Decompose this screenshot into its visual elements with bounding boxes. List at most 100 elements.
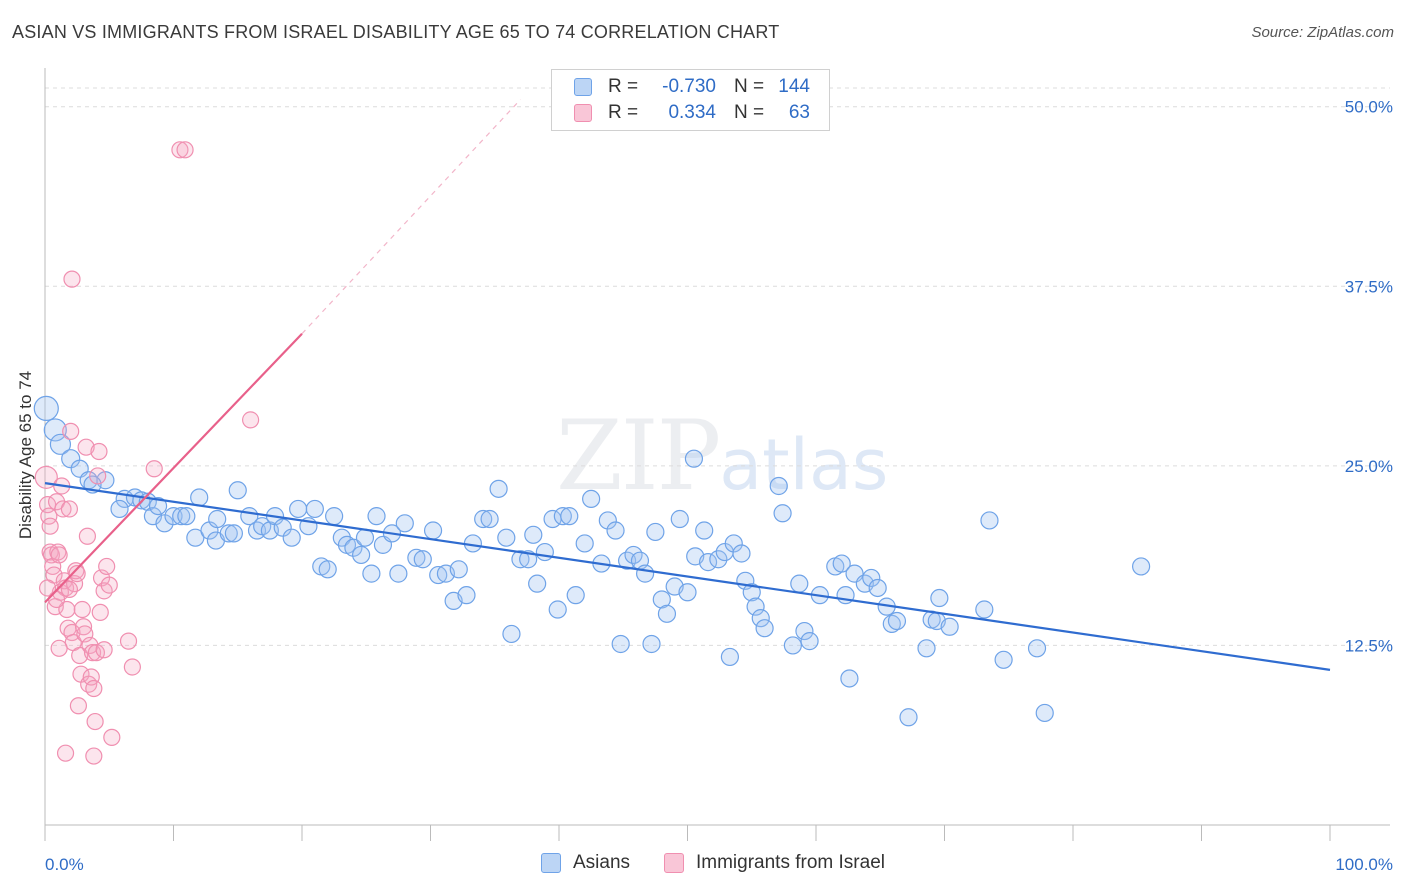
legend-item-israel[interactable]: Immigrants from Israel (664, 852, 885, 874)
israel-trend-extension (301, 99, 521, 335)
israel-point (85, 747, 103, 765)
asian-point (449, 560, 468, 579)
asian-point (678, 583, 697, 602)
asian-point (497, 528, 516, 547)
asian-point (940, 617, 959, 636)
israel-point (41, 517, 59, 535)
asian-point (325, 507, 344, 526)
asian-point (49, 433, 72, 455)
israel-point (95, 641, 113, 659)
watermark-zip: ZIP (556, 400, 721, 512)
asian-point (882, 614, 901, 633)
asian-point (423, 521, 443, 540)
israel-point (54, 500, 72, 518)
asian-point (1132, 557, 1151, 576)
asian-point (305, 499, 324, 519)
israel-point (56, 744, 75, 762)
y-axis-label: Disability Age 65 to 74 (16, 370, 35, 540)
israel-point (77, 438, 95, 456)
asian-point (709, 550, 728, 569)
asian-point (670, 509, 689, 529)
israel-point (71, 646, 89, 665)
r-label: R = (608, 76, 639, 97)
asian-point (318, 560, 337, 579)
israel-point (176, 141, 194, 159)
israel-point (49, 543, 67, 561)
asian-point (228, 481, 247, 500)
asian-point (994, 650, 1013, 669)
asian-point (407, 548, 426, 567)
asians-legend-icon (541, 853, 561, 873)
x-tick-label: 100.0% (1335, 855, 1393, 874)
israel-point (68, 565, 86, 583)
asian-point (524, 525, 543, 544)
asian-point (474, 509, 493, 529)
n-value: 63 (788, 102, 810, 123)
asian-point (917, 639, 936, 658)
source-label: Source: ZipAtlas.com (1251, 24, 1394, 41)
asian-point (43, 418, 67, 442)
asian-point (219, 524, 238, 543)
asian-point (148, 496, 168, 516)
israel-point (242, 411, 260, 429)
asian-point (429, 565, 448, 585)
asian-point (657, 604, 677, 623)
asian-point (598, 511, 617, 530)
israel-trend-line (44, 332, 303, 604)
asian-point (695, 521, 714, 540)
israel-point (171, 141, 189, 159)
asian-point (344, 538, 363, 557)
asian-point (800, 632, 819, 651)
asian-point (698, 553, 718, 572)
israel-point (50, 546, 68, 564)
asian-point (289, 499, 308, 519)
israel-point (60, 500, 79, 518)
asians-swatch-icon (574, 78, 592, 96)
asian-point (684, 449, 704, 468)
israel-point (119, 632, 138, 650)
asian-point (553, 507, 572, 526)
n-value: 144 (778, 76, 810, 97)
asian-point (1027, 639, 1047, 658)
israel-point (91, 603, 109, 621)
asian-point (367, 507, 386, 526)
chart-title: ASIAN VS IMMIGRANTS FROM ISRAEL DISABILI… (12, 22, 780, 42)
asian-point (652, 590, 671, 609)
r-label: R = (608, 102, 639, 123)
asian-point (611, 634, 630, 654)
legend-row-israel: R = 0.334 N = 63 (574, 100, 810, 126)
israel-swatch-icon (574, 104, 592, 122)
n-label: N = (734, 76, 765, 97)
asians-trend-line (44, 482, 1331, 671)
israel-point (100, 576, 118, 594)
asian-point (208, 509, 227, 529)
legend-item-asians[interactable]: Asians (541, 852, 630, 874)
israel-point (123, 658, 141, 676)
asian-point (724, 534, 743, 553)
asian-point (899, 708, 918, 727)
asian-point (868, 578, 887, 598)
asian-point (606, 521, 625, 540)
asian-point (1035, 703, 1054, 723)
asian-point (273, 518, 292, 537)
asian-point (769, 476, 788, 496)
watermark: ZIPatlas (556, 400, 888, 512)
asian-point (457, 586, 476, 605)
asian-point (975, 600, 994, 619)
asian-point (773, 504, 792, 523)
asian-point (33, 395, 59, 422)
israel-point (89, 467, 107, 485)
israel-point (73, 600, 91, 619)
asian-point (224, 524, 243, 543)
israel-point (145, 460, 163, 478)
israel-point (50, 639, 68, 657)
asian-point (566, 586, 585, 605)
asian-point (164, 507, 183, 526)
y-tick-label: 50.0% (1345, 98, 1393, 117)
israel-point (60, 580, 79, 599)
r-value: 0.334 (668, 102, 716, 123)
asian-point (980, 511, 999, 530)
x-tick-label: 0.0% (45, 855, 84, 874)
asian-point (635, 564, 655, 583)
asian-point (352, 545, 371, 565)
